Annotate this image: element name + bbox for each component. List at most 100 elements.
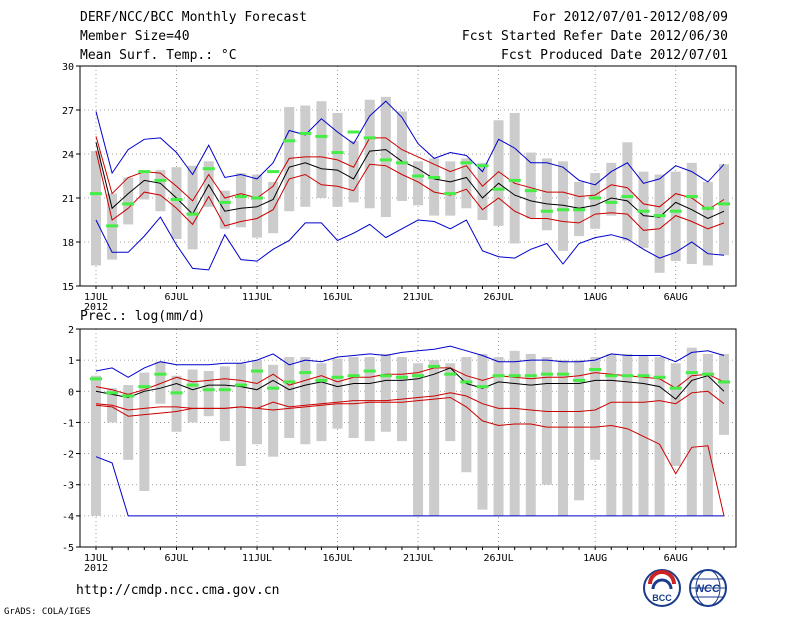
precipitation-box xyxy=(525,353,536,516)
temperature-ytick-label: 27 xyxy=(62,106,74,117)
precipitation-box xyxy=(461,357,472,473)
temperature-box xyxy=(702,181,713,266)
precipitation-box xyxy=(606,353,617,516)
precipitation-box xyxy=(509,350,520,516)
precipitation-xtick-label: 1AUG xyxy=(583,553,607,564)
temperature-xtick-label: 1JUL xyxy=(84,292,108,303)
precipitation-box xyxy=(268,364,279,457)
precipitation-box xyxy=(541,357,552,485)
precipitation-box xyxy=(364,357,375,442)
temperature-box xyxy=(364,99,375,209)
precipitation-box xyxy=(590,357,601,460)
temperature-box xyxy=(557,161,568,251)
precipitation-box xyxy=(203,371,214,417)
precipitation-ytick-label: -4 xyxy=(62,512,74,523)
precipitation-min-line xyxy=(95,456,724,517)
temperature-box xyxy=(348,140,359,203)
temperature-year-label: 2012 xyxy=(84,302,108,313)
temperature-ytick-label: 30 xyxy=(62,62,74,73)
temperature-box xyxy=(606,162,617,216)
precipitation-xtick-label: 21JUL xyxy=(403,553,433,564)
precipitation-year-label: 2012 xyxy=(84,563,108,574)
temperature-mean-line xyxy=(95,142,725,220)
member-size-label: Member Size=40 xyxy=(80,29,190,44)
temperature-box xyxy=(413,161,424,206)
precipitation-ytick-label: -1 xyxy=(62,418,74,429)
grads-credit: GrADS: COLA/IGES xyxy=(4,607,91,617)
precipitation-box xyxy=(171,375,182,432)
precipitation-box xyxy=(219,366,230,442)
temperature-xtick-label: 6JUL xyxy=(164,292,188,303)
precipitation-box xyxy=(413,363,424,516)
temperature-box xyxy=(622,142,633,241)
temperature-lower-line xyxy=(95,150,725,231)
precipitation-box xyxy=(719,353,729,435)
temperature-box xyxy=(654,174,665,273)
temperature-xtick-label: 1AUG xyxy=(583,292,607,303)
precipitation-variable-label: Prec.: log(mm/d) xyxy=(80,309,206,324)
temperature-box xyxy=(719,164,729,256)
ncc-logo: NCC xyxy=(689,569,727,607)
precipitation-box xyxy=(702,353,713,516)
precipitation-box xyxy=(187,369,198,423)
fcst-produced-label: Fcst Produced Date 2012/07/01 xyxy=(501,48,728,63)
temperature-box xyxy=(171,167,182,240)
temperature-panel: 15 18 21 24 27 30 1JUL 6JUL 11JUL 16JUL 21JUL 26JUL… xyxy=(62,62,737,313)
temperature-box xyxy=(316,101,327,198)
temperature-box xyxy=(123,177,134,225)
source-url[interactable]: http://cmdp.ncc.cma.gov.cn xyxy=(76,583,280,598)
temperature-box xyxy=(477,162,488,220)
precipitation-box xyxy=(300,357,311,445)
temperature-box xyxy=(461,158,472,209)
ncc-logo-text: NCC xyxy=(696,583,721,595)
precipitation-xtick-label: 1JUL xyxy=(84,553,108,564)
temperature-box xyxy=(219,190,230,229)
bcc-logo-text: BCC xyxy=(652,593,672,603)
temperature-box xyxy=(590,173,601,229)
temperature-upper-line xyxy=(95,136,725,211)
precipitation-ytick-label: -3 xyxy=(62,481,74,492)
precipitation-ytick-label: 1 xyxy=(68,356,74,367)
temperature-box xyxy=(300,105,311,207)
temperature-ytick-label: 24 xyxy=(62,150,74,161)
precipitation-xtick-label: 11JUL xyxy=(242,553,272,564)
precipitation-ytick-label: -5 xyxy=(62,543,74,554)
temperature-box xyxy=(252,174,263,238)
precipitation-frame xyxy=(79,328,737,548)
precipitation-xtick-label: 16JUL xyxy=(322,553,352,564)
precipitation-mean-line xyxy=(95,367,725,400)
precipitation-box xyxy=(654,357,665,516)
temperature-box xyxy=(525,152,536,219)
precipitation-box xyxy=(91,375,101,516)
temperature-box xyxy=(493,120,504,226)
temperature-box xyxy=(541,158,552,231)
temperature-box xyxy=(445,161,456,216)
precipitation-box xyxy=(155,361,166,404)
temperature-box xyxy=(429,158,440,216)
precipitation-box xyxy=(316,363,327,442)
precipitation-box xyxy=(284,357,295,438)
precipitation-box xyxy=(139,372,150,491)
precipitation-box xyxy=(429,360,440,516)
fcst-started-label: Fcst Started Refer Date 2012/06/30 xyxy=(461,29,728,44)
temperature-ytick-label: 15 xyxy=(62,282,74,293)
precipitation-box xyxy=(493,357,504,516)
precipitation-box xyxy=(622,353,633,516)
precipitation-box xyxy=(686,347,697,516)
precipitation-box xyxy=(445,363,456,442)
precipitation-box xyxy=(348,357,359,438)
temperature-frame xyxy=(79,65,737,287)
precipitation-ytick-label: -2 xyxy=(62,450,74,461)
precipitation-box xyxy=(123,385,134,460)
temperature-max-line xyxy=(95,100,725,186)
precipitation-xtick-label: 26JUL xyxy=(484,553,514,564)
temperature-ytick-label: 18 xyxy=(62,238,74,249)
temperature-box xyxy=(670,171,681,262)
precipitation-xtick-label: 6AUG xyxy=(664,553,688,564)
temperature-variable-label: Mean Surf. Temp.: °C xyxy=(80,48,237,63)
temperature-xtick-label: 26JUL xyxy=(484,292,514,303)
temperature-box xyxy=(380,96,391,218)
precipitation-box xyxy=(252,360,263,445)
temperature-xtick-label: 6AUG xyxy=(664,292,688,303)
